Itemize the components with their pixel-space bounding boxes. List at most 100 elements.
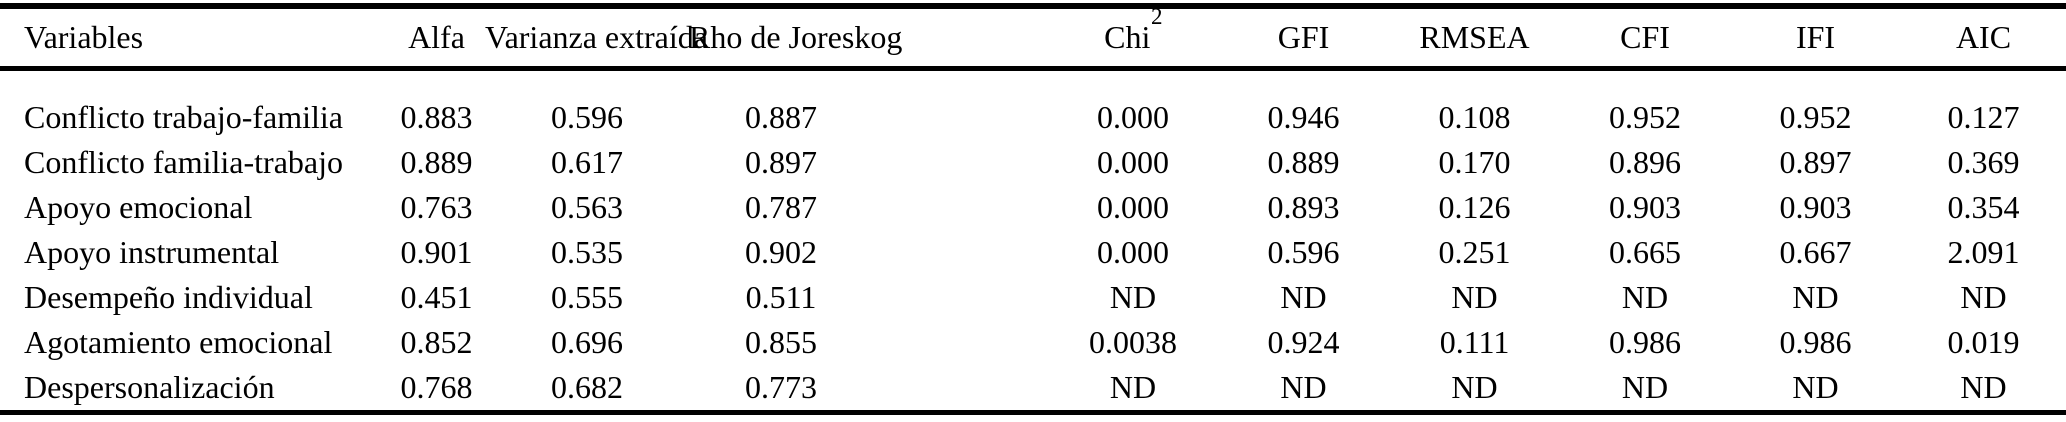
- cell-alfa: 0.889: [400, 144, 473, 180]
- cell-rho: 0.887: [745, 99, 817, 135]
- column-gap-cell: [873, 365, 1048, 413]
- cell-cfi: 0.903: [1609, 189, 1681, 225]
- cell-aic: 0.019: [1947, 324, 2020, 360]
- cell-rho: 0.855: [745, 324, 817, 360]
- cell-alfa: 0.763: [400, 189, 473, 225]
- header-alfa: Alfa: [388, 6, 485, 71]
- cell-varianza: 0.596: [551, 99, 623, 135]
- cell-cfi: 0.986: [1609, 324, 1681, 360]
- cell-aic: 0.127: [1947, 99, 2020, 135]
- cell-varianza: 0.682: [551, 369, 623, 405]
- cell-cfi: ND: [1621, 369, 1669, 405]
- cell-ifi: ND: [1792, 369, 1839, 405]
- header-rho-de-joreskog: Rho de Joreskog: [689, 6, 902, 71]
- cell-aic: 0.369: [1947, 144, 2020, 180]
- header-rmsea: RMSEA: [1389, 6, 1560, 71]
- cell-gfi: ND: [1280, 369, 1327, 405]
- cell-rmsea: 0.108: [1438, 99, 1511, 135]
- cell-varianza: 0.555: [551, 279, 623, 315]
- column-gap-cell: [873, 275, 1048, 320]
- cell-rmsea: 0.251: [1438, 234, 1511, 270]
- column-gap-cell: [873, 320, 1048, 365]
- cell-varianza: 0.535: [551, 234, 623, 270]
- row-agotamiento-emocional: Agotamiento emocional 0.852 0.696 0.855 …: [0, 320, 2066, 365]
- row-conflicto-familia-trabajo: Conflicto familia-trabajo 0.889 0.617 0.…: [0, 140, 2066, 185]
- cell-alfa: 0.451: [400, 279, 473, 315]
- cell-rho: 0.787: [745, 189, 817, 225]
- header-varianza-extraida: Varianza extraída: [485, 6, 708, 71]
- header-aic: AIC: [1901, 6, 2066, 71]
- cell-alfa: 0.852: [400, 324, 473, 360]
- header-gfi: GFI: [1218, 6, 1389, 71]
- row-apoyo-instrumental: Apoyo instrumental 0.901 0.535 0.902 0.0…: [0, 230, 2066, 275]
- row-variable: Conflicto trabajo-familia: [24, 99, 343, 135]
- cell-chi2: 0.000: [1097, 234, 1169, 270]
- cell-ifi: 0.897: [1779, 144, 1852, 180]
- cell-ifi: 0.667: [1779, 234, 1852, 270]
- column-gap-cell: [873, 185, 1048, 230]
- cell-ifi: 0.986: [1779, 324, 1852, 360]
- column-gap-cell: [873, 230, 1048, 275]
- cell-rho: 0.773: [745, 369, 817, 405]
- cell-gfi: ND: [1280, 279, 1327, 315]
- chi2-superscript: 2: [1151, 2, 1163, 29]
- cell-chi2: 0.000: [1097, 99, 1169, 135]
- cell-gfi: 0.946: [1267, 99, 1340, 135]
- cell-aic: 0.354: [1947, 189, 2020, 225]
- cell-varianza: 0.563: [551, 189, 623, 225]
- cell-rmsea: ND: [1451, 279, 1498, 315]
- header-chi2: Chi2: [1048, 2, 1218, 71]
- cell-chi2: 0.0038: [1089, 324, 1177, 360]
- cell-ifi: 0.952: [1779, 99, 1852, 135]
- column-gap-cell: [873, 69, 1048, 141]
- cell-varianza: 0.617: [551, 144, 623, 180]
- header-cfi: CFI: [1560, 6, 1730, 71]
- fit-indices-table: Variables Alfa Varianza extraída Rho de …: [0, 3, 2066, 415]
- row-variable: Despersonalización: [24, 369, 275, 405]
- header-ifi: IFI: [1730, 6, 1901, 71]
- row-variable: Apoyo emocional: [24, 189, 253, 225]
- cell-rmsea: 0.111: [1439, 324, 1510, 360]
- cell-rho: 0.511: [745, 279, 817, 315]
- cell-cfi: ND: [1621, 279, 1669, 315]
- cell-cfi: 0.665: [1609, 234, 1681, 270]
- cell-rmsea: 0.170: [1438, 144, 1511, 180]
- header-row: Variables Alfa Varianza extraída Rho de …: [0, 2, 2066, 71]
- column-gap: [873, 6, 1048, 71]
- cell-aic: 2.091: [1947, 234, 2020, 270]
- cell-chi2: ND: [1109, 279, 1157, 315]
- cell-aic: ND: [1960, 369, 2007, 405]
- chi2-label: Chi: [1104, 19, 1151, 55]
- cell-cfi: 0.896: [1609, 144, 1681, 180]
- row-despersonalizacion: Despersonalización 0.768 0.682 0.773 ND …: [0, 365, 2066, 413]
- cell-alfa: 0.768: [400, 369, 473, 405]
- cell-alfa: 0.901: [400, 234, 473, 270]
- row-variable: Apoyo instrumental: [24, 234, 280, 270]
- column-gap-cell: [873, 140, 1048, 185]
- cell-gfi: 0.893: [1267, 189, 1340, 225]
- cell-chi2: 0.000: [1097, 144, 1169, 180]
- cell-gfi: 0.924: [1267, 324, 1340, 360]
- cell-chi2: 0.000: [1097, 189, 1169, 225]
- cell-rho: 0.897: [745, 144, 817, 180]
- header-variables: Variables: [0, 6, 388, 71]
- cell-varianza: 0.696: [551, 324, 623, 360]
- row-conflicto-trabajo-familia: Conflicto trabajo-familia 0.883 0.596 0.…: [0, 69, 2066, 141]
- cell-cfi: 0.952: [1609, 99, 1681, 135]
- cell-aic: ND: [1960, 279, 2007, 315]
- cell-gfi: 0.596: [1267, 234, 1340, 270]
- cell-ifi: ND: [1792, 279, 1839, 315]
- row-variable: Conflicto familia-trabajo: [24, 144, 343, 180]
- row-variable: Desempeño individual: [24, 279, 313, 315]
- cell-chi2: ND: [1109, 369, 1157, 405]
- cell-ifi: 0.903: [1779, 189, 1852, 225]
- row-variable: Agotamiento emocional: [24, 324, 333, 360]
- row-apoyo-emocional: Apoyo emocional 0.763 0.563 0.787 0.000 …: [0, 185, 2066, 230]
- cell-rho: 0.902: [745, 234, 817, 270]
- row-desempeno-individual: Desempeño individual 0.451 0.555 0.511 N…: [0, 275, 2066, 320]
- cell-rmsea: 0.126: [1438, 189, 1511, 225]
- cell-gfi: 0.889: [1267, 144, 1340, 180]
- cell-rmsea: ND: [1451, 369, 1498, 405]
- cell-alfa: 0.883: [400, 99, 473, 135]
